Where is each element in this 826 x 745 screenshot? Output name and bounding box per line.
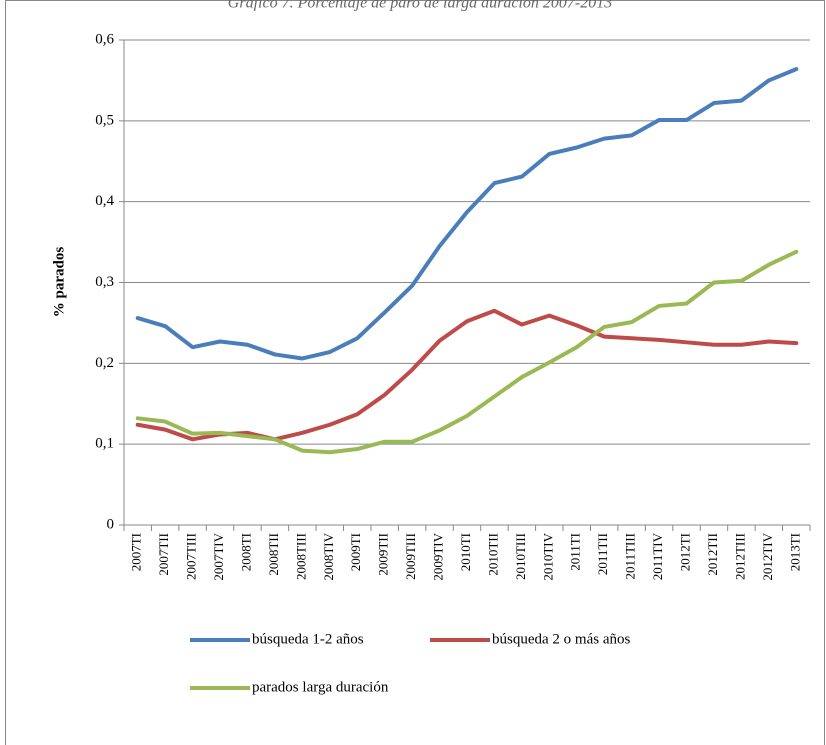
x-tick-label: 2010TIII: [513, 533, 528, 580]
x-tick-label: 2007TI: [129, 533, 144, 571]
y-tick-label: 0,2: [95, 355, 114, 371]
x-tick-label: 2012TII: [705, 533, 720, 576]
x-tick-label: 2008TI: [238, 533, 253, 571]
x-tick-label: 2009TIII: [403, 533, 418, 580]
x-tick-label: 2012TIV: [760, 532, 775, 580]
x-tick-label: 2010TIV: [540, 532, 555, 580]
x-tick-label: 2007TII: [156, 533, 171, 576]
series-line: [135, 67, 799, 361]
x-tick-label: 2008TII: [266, 533, 281, 576]
x-tick-label: 2010TI: [458, 533, 473, 571]
x-tick-label: 2011TII: [595, 533, 610, 575]
y-tick-label: 0,1: [95, 436, 114, 452]
legend-label: búsqueda 1-2 años: [252, 631, 364, 647]
y-tick-label: 0: [107, 516, 115, 532]
x-tick-label: 2007TIII: [184, 533, 199, 580]
y-axis-label: % parados: [51, 247, 67, 318]
x-tick-label: 2010TII: [485, 533, 500, 576]
chart-title: Gráfico 7. Porcentaje de paro de larga d…: [228, 0, 612, 12]
x-tick-label: 2012TI: [678, 533, 693, 571]
legend-label: parados larga duración: [252, 679, 389, 695]
y-tick-label: 0,4: [95, 193, 114, 209]
x-tick-label: 2011TI: [568, 533, 583, 571]
x-tick-label: 2009TII: [376, 533, 391, 576]
series-line: [135, 308, 799, 442]
x-tick-label: 2007TIV: [211, 532, 226, 580]
series-line: [135, 249, 799, 455]
x-tick-label: 2009TIV: [431, 532, 446, 580]
chart-frame: [5, 0, 825, 745]
x-tick-label: 2011TIV: [650, 532, 665, 580]
y-tick-label: 0,3: [95, 274, 114, 290]
x-tick-label: 2011TIII: [623, 533, 638, 579]
legend-label: búsqueda 2 o más años: [492, 631, 630, 647]
x-tick-label: 2009TI: [348, 533, 363, 571]
y-tick-label: 0,6: [95, 31, 114, 47]
x-tick-label: 2008TIV: [321, 532, 336, 580]
x-tick-label: 2013TI: [787, 533, 802, 571]
y-tick-label: 0,5: [95, 112, 114, 128]
x-tick-label: 2008TIII: [293, 533, 308, 580]
x-tick-label: 2012TIII: [732, 533, 747, 580]
